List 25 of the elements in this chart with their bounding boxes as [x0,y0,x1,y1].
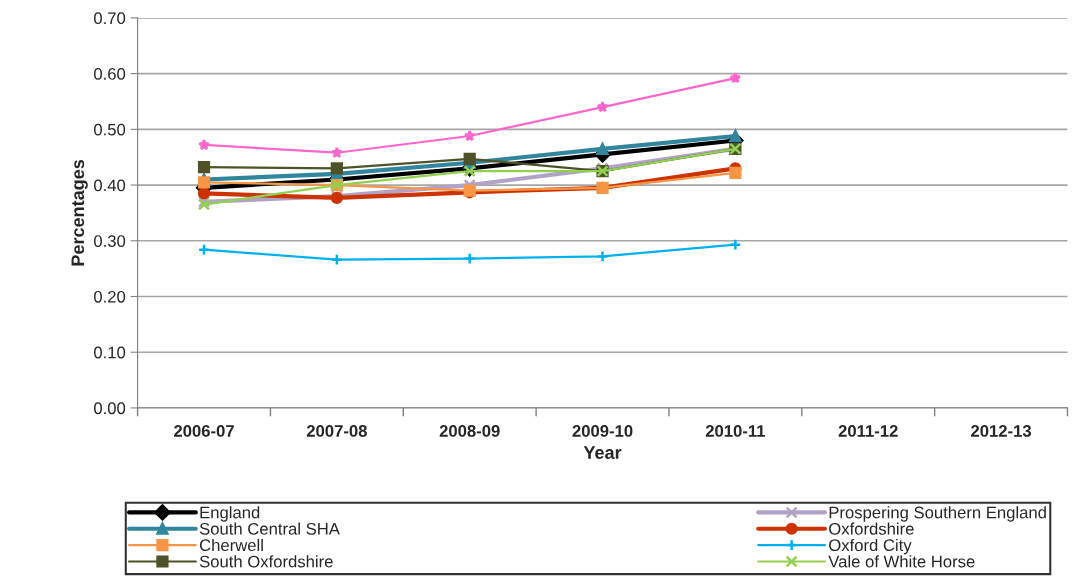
x-tick-label: 2006-07 [174,425,234,437]
x-tick-label: 2009-10 [572,425,633,437]
y-tick-label: 0.70 [94,12,126,25]
legend-label: England [200,506,260,522]
y-tick-label: 0.40 [94,179,126,192]
x-axis-title: Year [583,446,622,459]
x-tick-label: 2010-11 [705,425,766,437]
legend-label: South Central SHA [199,522,340,535]
x-tick-label: 2012-13 [971,425,1032,437]
y-tick-label: 0.50 [94,123,126,136]
y-tick-label: 0.20 [94,290,126,303]
x-tick-label: 2011-12 [838,425,898,437]
y-tick-label: 0.10 [94,346,126,359]
legend-label: Vale of White Horse [828,555,975,568]
legend-label: Oxfordshire [829,522,914,535]
legend-label: Cherwell [199,538,263,552]
legend-label: Prospering Southern England [829,506,1046,522]
legend-label: South Oxfordshire [199,555,333,568]
x-tick-label: 2008-09 [439,425,500,437]
x-tick-label: 2007-08 [306,425,367,437]
y-tick-label: 0.00 [94,402,126,415]
legend-label: Oxford City [829,538,912,555]
y-tick-label: 0.30 [94,235,126,247]
y-axis-title: Percentages [71,159,88,266]
y-tick-label: 0.60 [94,68,126,80]
